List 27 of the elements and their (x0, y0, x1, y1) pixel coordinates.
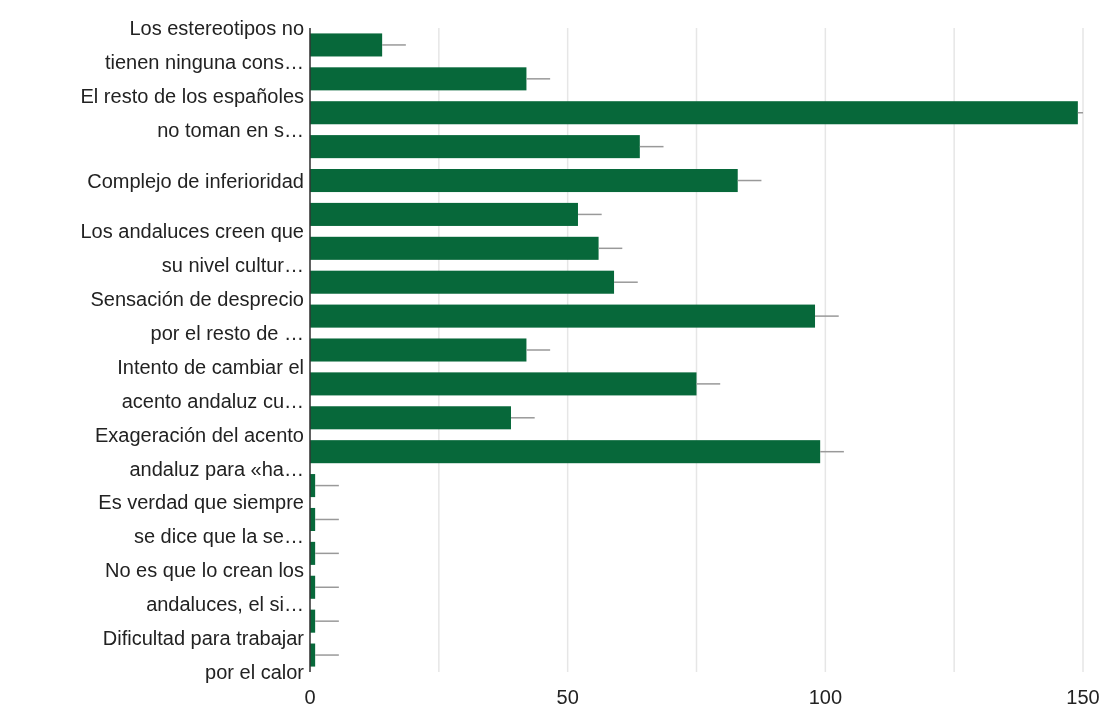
bar (310, 236, 599, 260)
bar (310, 440, 821, 464)
bar (310, 33, 383, 57)
y-tick-label: Complejo de inferioridad (87, 169, 304, 192)
y-tick-label: Dificultad para trabajar por el calor (102, 627, 305, 684)
bar (310, 169, 738, 193)
x-tick-label: 0 (304, 686, 316, 708)
bar (310, 338, 527, 362)
bar (310, 101, 1078, 125)
bar (310, 67, 527, 91)
x-tick-label: 100 (808, 686, 843, 708)
y-tick-label: Es verdad que siempre se dice que la se… (98, 491, 304, 548)
y-tick-label: Los estereotipos no tienen ninguna cons… (104, 16, 304, 73)
y-tick-label: Exageración del acento andaluz para «ha… (94, 423, 304, 480)
bar (310, 304, 816, 328)
bar (310, 406, 511, 430)
y-tick-label: No es que lo crean los andaluces, el si… (104, 559, 304, 616)
y-tick-label: Los andaluces creen que su nivel cultur… (80, 220, 304, 277)
bar (310, 270, 615, 294)
x-tick-label: 50 (556, 686, 579, 708)
y-tick-label: El resto de los españoles no toman en s… (80, 84, 304, 141)
bar (310, 135, 640, 159)
bar (310, 202, 578, 226)
bar (310, 372, 697, 396)
y-tick-label: Intento de cambiar el acento andaluz cu… (117, 355, 304, 412)
y-tick-label: Sensación de desprecio por el resto de … (90, 288, 304, 345)
x-tick-label: 150 (1066, 686, 1100, 708)
